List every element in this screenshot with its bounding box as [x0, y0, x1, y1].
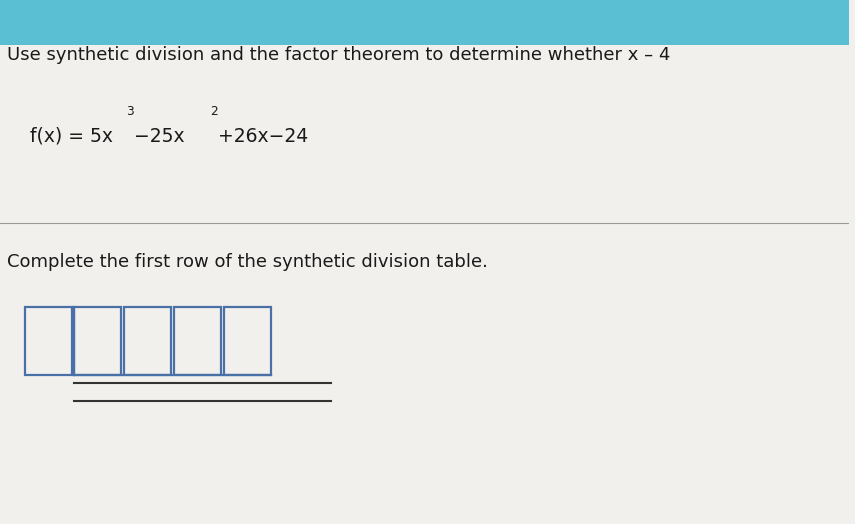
- Text: Use synthetic division and the factor theorem to determine whether x – 4: Use synthetic division and the factor th…: [7, 46, 670, 64]
- Text: Complete the first row of the synthetic division table.: Complete the first row of the synthetic …: [7, 253, 487, 271]
- Text: 2: 2: [210, 105, 218, 117]
- Bar: [174, 307, 221, 375]
- Text: 3: 3: [126, 105, 133, 117]
- Text: −25x: −25x: [134, 127, 185, 146]
- Bar: [124, 307, 171, 375]
- Bar: [26, 307, 72, 375]
- Bar: [74, 307, 121, 375]
- Text: +26x−24: +26x−24: [218, 127, 309, 146]
- Text: f(x) = 5x: f(x) = 5x: [30, 127, 113, 146]
- Bar: [0, 0, 849, 45]
- Bar: [224, 307, 271, 375]
